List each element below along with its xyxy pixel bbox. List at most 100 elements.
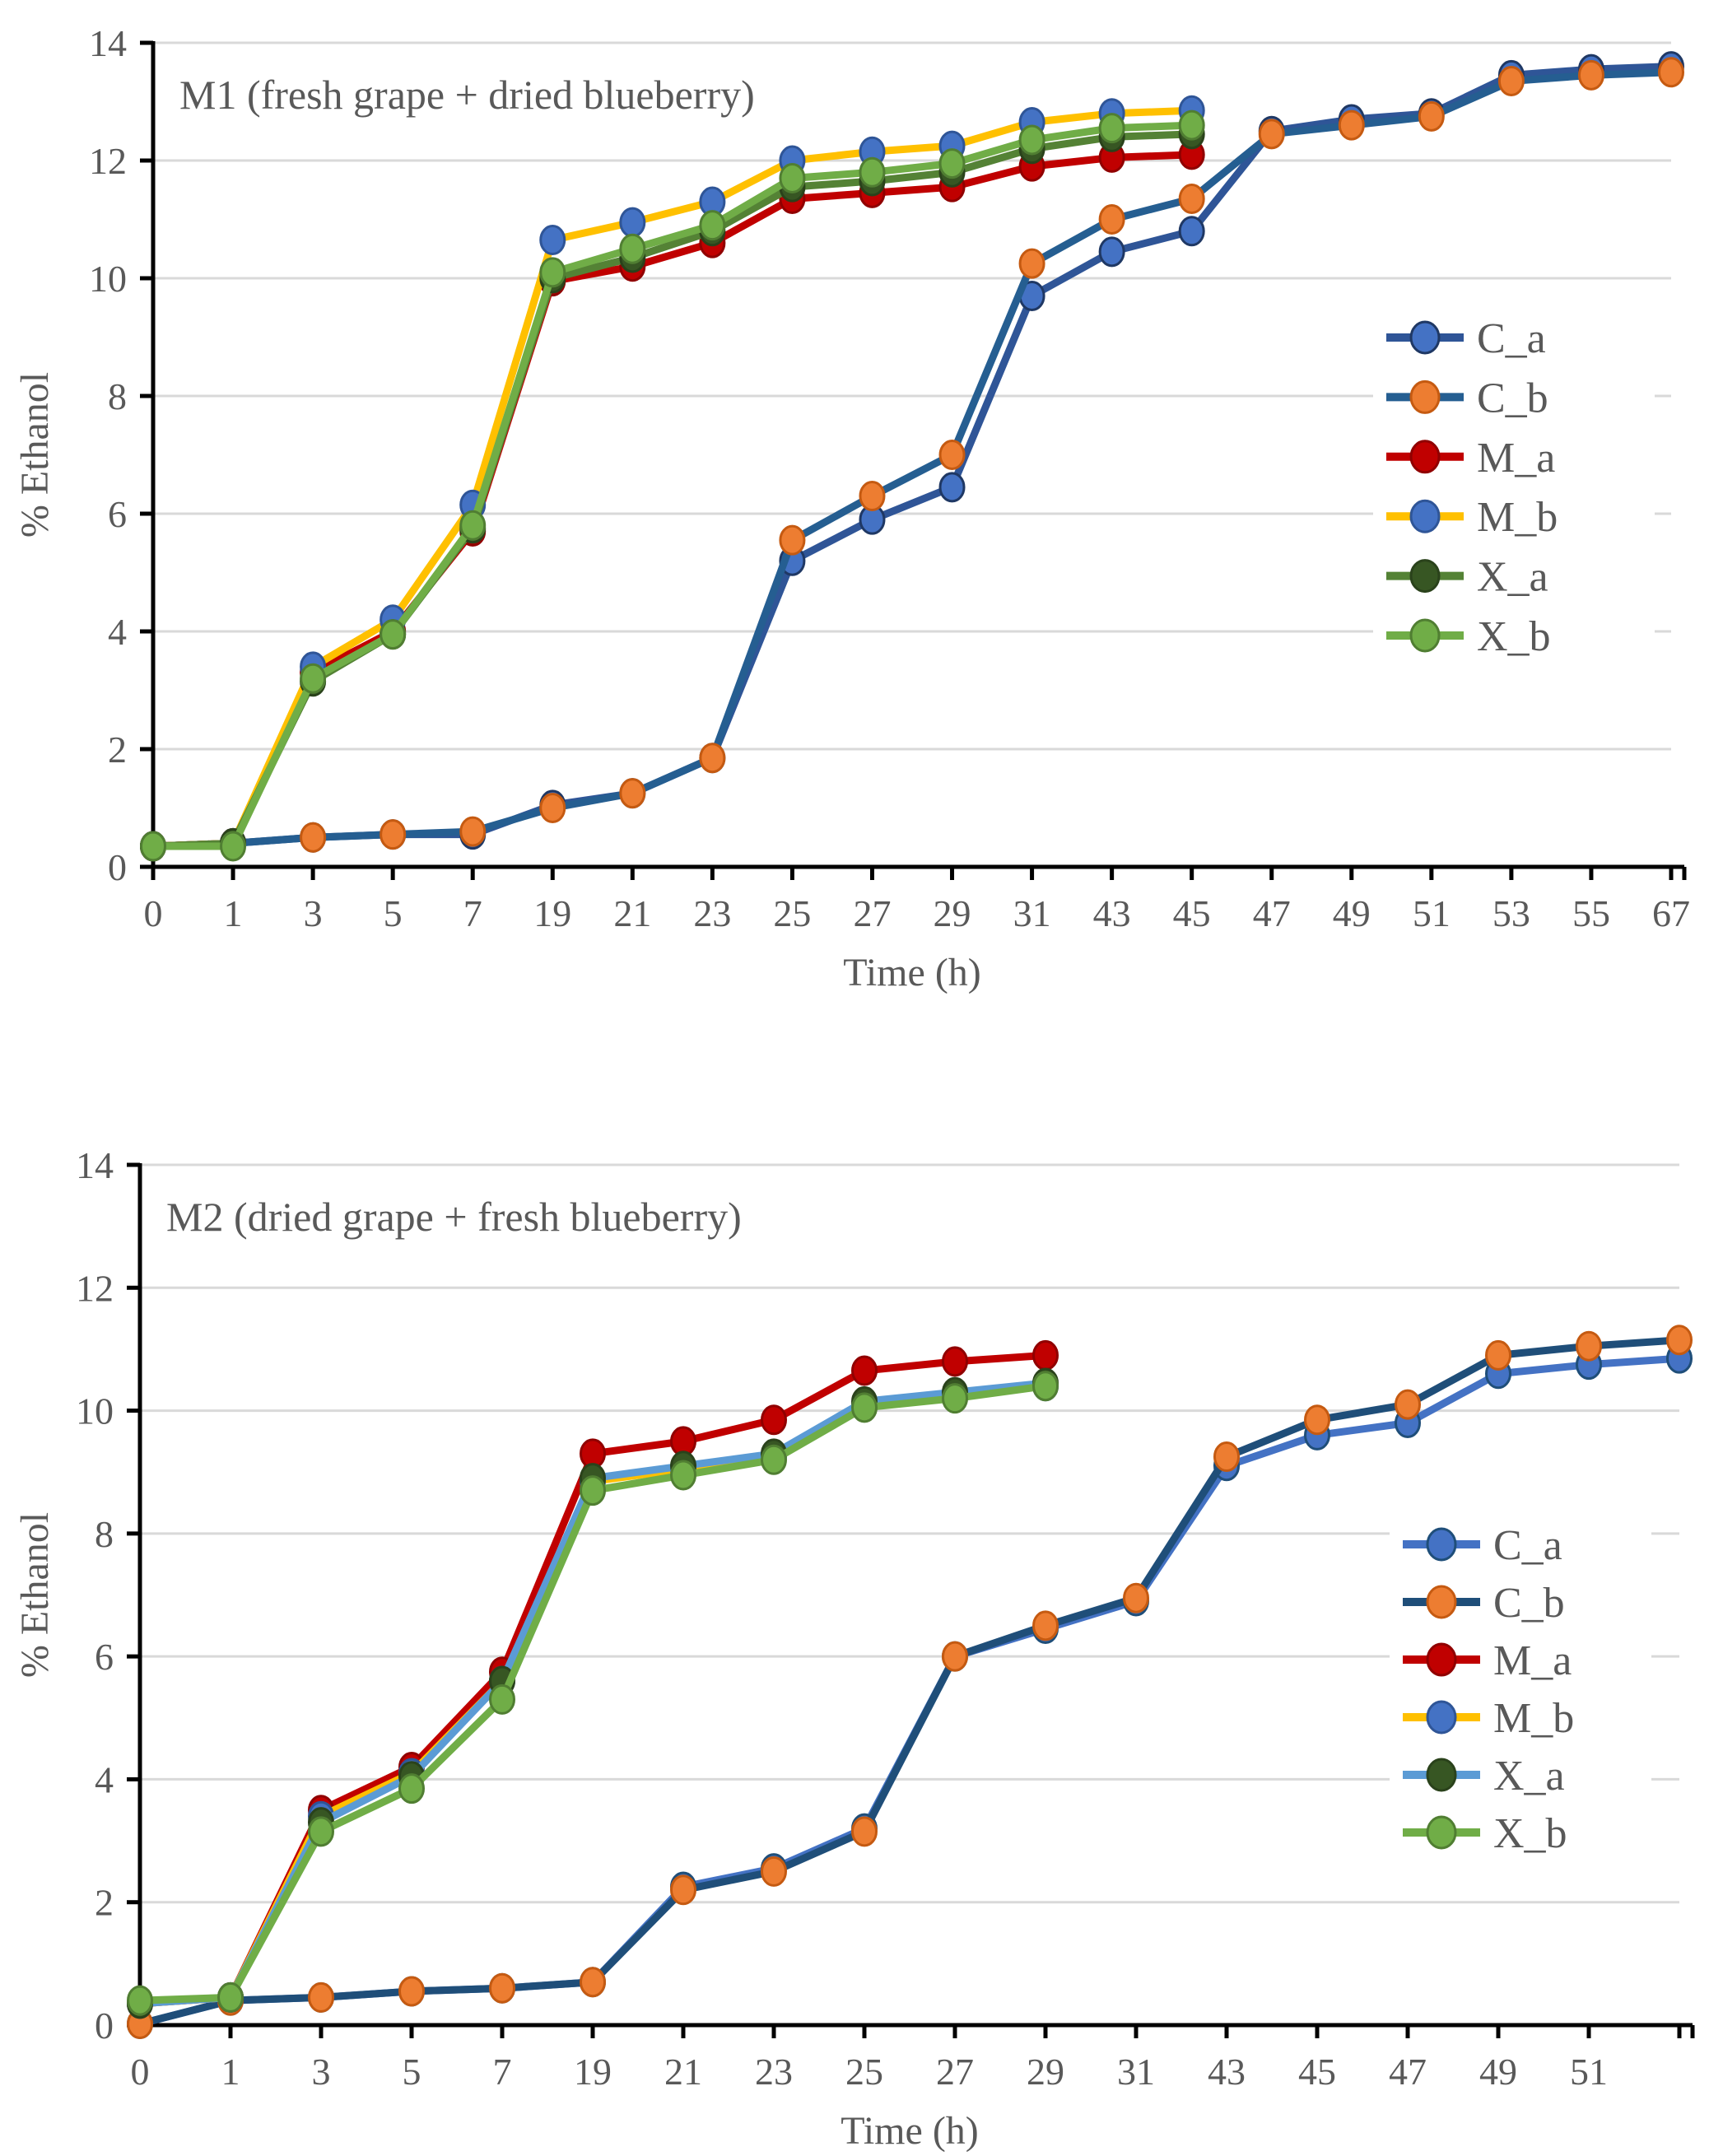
x-tick-label: 21: [613, 892, 651, 934]
legend-marker: [1426, 1815, 1457, 1850]
y-tick-label: 12: [89, 140, 127, 182]
chart-m2-svg: 0 2 4 6 8 10 12 14 0 1 3 5 7 19 21 23 25 27 29 31 43 45 47 49 51…: [0, 1119, 1709, 2156]
y-tick-label: 10: [76, 1390, 114, 1432]
y-tick-label: 0: [95, 2005, 114, 2047]
data-point-marker: [1577, 59, 1604, 91]
legend-item-X_b: X_b: [1403, 1810, 1567, 1857]
legend-label: X_a: [1493, 1753, 1565, 1800]
data-point-marker: [1304, 1404, 1330, 1436]
x-tick-label: 45: [1298, 2051, 1336, 2093]
data-point-marker: [942, 1383, 968, 1414]
legend-label: X_b: [1477, 613, 1551, 660]
data-point-marker: [539, 225, 566, 256]
x-tick-label: 3: [304, 892, 323, 934]
legend-item-C_b: C_b: [1403, 1580, 1565, 1627]
data-point-marker: [942, 1346, 968, 1377]
legend-marker: [1426, 1527, 1457, 1562]
legend-label: C_b: [1477, 375, 1548, 421]
x-tick-label: 25: [773, 892, 811, 934]
tick-labels: 0 2 4 6 8 10 12 14 0 1 3 5 7 19 21 23 25 27 29 31 43 45 47 49 51…: [89, 22, 1690, 934]
data-point-marker: [938, 440, 966, 470]
legend-item-X_b: X_b: [1386, 613, 1551, 660]
gridlines: [153, 41, 1671, 751]
data-point-marker: [1178, 109, 1205, 141]
data-point-marker: [938, 472, 966, 503]
chart-m1-ethanol: 0 2 4 6 8 10 12 14 0 1 3 5 7 19 21 23 25 27 29 31 43 45 47 49 51…: [13, 22, 1690, 994]
y-tick-label: 14: [89, 22, 127, 64]
legend-marker: [1426, 1700, 1457, 1735]
data-point-marker: [1497, 65, 1525, 96]
data-point-marker: [1178, 216, 1205, 247]
x-tick-label: 27: [936, 2051, 974, 2093]
series-line: [149, 68, 1675, 850]
data-point-marker: [1098, 204, 1125, 235]
legend-marker: [1409, 380, 1441, 414]
y-tick-label: 6: [108, 493, 127, 535]
data-point-marker: [1018, 248, 1045, 279]
data-point-marker: [217, 1981, 244, 2013]
x-tick-label: 49: [1333, 892, 1371, 934]
data-point-marker: [1395, 1389, 1421, 1420]
chart-m1-svg: 0 2 4 6 8 10 12 14 0 1 3 5 7 19 21 23 25 27 29 31 43 45 47 49 51…: [13, 22, 1690, 994]
x-tick-label: 53: [1492, 892, 1530, 934]
x-tick-label: 27: [853, 892, 891, 934]
data-point-marker: [1018, 124, 1045, 156]
chart-title: M1 (fresh grape + dried blueberry): [179, 72, 755, 118]
data-point-marker: [308, 1816, 334, 1847]
legend-label: M_a: [1477, 435, 1555, 482]
data-point-marker: [308, 1981, 334, 2013]
legend-box: [1390, 1515, 1651, 1864]
data-point-marker: [1032, 1371, 1059, 1402]
legend-marker: [1409, 559, 1441, 594]
series-line: [149, 106, 1196, 850]
data-point-marker: [127, 1985, 153, 2016]
data-point-marker: [619, 778, 646, 809]
x-tick-label: 5: [403, 2051, 421, 2093]
data-point-marker: [851, 1392, 878, 1423]
y-tick-label: 0: [108, 846, 127, 888]
legend: C_a C_b M_a M_b X_a X_b: [1386, 315, 1558, 660]
y-axis-title: % Ethanol: [13, 1512, 57, 1678]
series-C_b: [127, 1325, 1693, 2040]
legend-label: M_b: [1493, 1695, 1574, 1742]
x-tick-label: 5: [384, 892, 403, 934]
data-point-marker: [779, 162, 806, 193]
data-point-marker: [1123, 1582, 1149, 1614]
x-tick-label: 23: [693, 892, 731, 934]
legend-item-M_b: M_b: [1386, 494, 1558, 541]
x-axis-title: Time (h): [841, 2109, 979, 2153]
legend-marker: [1409, 618, 1441, 653]
data-point-marker: [539, 793, 566, 823]
data-point-marker: [1178, 183, 1205, 214]
series-line: [149, 121, 1196, 850]
x-tick-label: 47: [1253, 892, 1291, 934]
data-point-marker: [220, 831, 247, 862]
x-axis-title: Time (h): [843, 951, 981, 994]
data-point-marker: [1658, 57, 1684, 88]
legend-item-M_b: M_b: [1403, 1695, 1574, 1742]
legend-item-M_a: M_a: [1403, 1637, 1572, 1684]
data-point-marker: [398, 1976, 425, 2007]
x-tick-label: 49: [1479, 2051, 1517, 2093]
chart-title: M2 (dried grape + fresh blueberry): [166, 1194, 742, 1240]
data-point-marker: [1418, 100, 1445, 132]
series-X_b: [127, 1371, 1059, 2016]
y-tick-label: 2: [108, 729, 127, 771]
tick-labels: 0 2 4 6 8 10 12 14 0 1 3 5 7 19 21 23 25 27 29 31 43 45 47 49 51: [76, 1144, 1608, 2093]
data-point-marker: [1098, 236, 1125, 268]
axes: [140, 40, 1687, 880]
data-point-marker: [489, 1972, 515, 2004]
legend: C_a C_b M_a M_b X_a X_b: [1403, 1522, 1574, 1857]
y-tick-label: 12: [76, 1267, 114, 1309]
x-tick-label: 1: [221, 2051, 240, 2093]
x-tick-label: 21: [664, 2051, 702, 2093]
y-tick-label: 10: [89, 258, 127, 300]
x-tick-label: 67: [1652, 892, 1690, 934]
legend-item-X_a: X_a: [1403, 1753, 1565, 1800]
data-point-marker: [459, 816, 487, 847]
data-point-marker: [300, 663, 327, 694]
y-tick-label: 14: [76, 1144, 114, 1186]
data-point-marker: [859, 156, 886, 188]
y-axis-title: % Ethanol: [13, 372, 57, 538]
